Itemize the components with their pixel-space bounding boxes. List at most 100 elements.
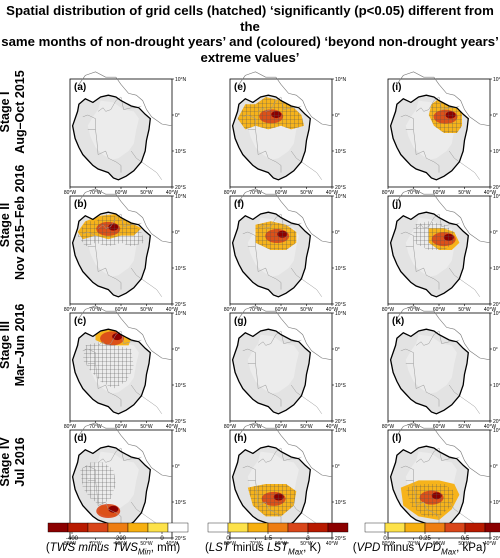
lon-tick-label: 80°W xyxy=(224,307,237,313)
lon-tick-label: 60°W xyxy=(275,541,288,547)
stage-label-3: Stage III Mar–Jun 2016 xyxy=(0,290,28,400)
coastline xyxy=(77,71,173,127)
anomaly-layer xyxy=(80,462,121,518)
anomaly-layer xyxy=(237,97,304,130)
lon-tick-label: 40°W xyxy=(326,541,339,547)
lon-tick-label: 60°W xyxy=(115,190,128,196)
country-border xyxy=(257,447,282,463)
lon-tick-label: 60°W xyxy=(275,307,288,313)
significance-hatch xyxy=(80,462,116,506)
lon-tick-label: 50°W xyxy=(300,190,313,196)
map-panel-i: (i) 10°N 0° 10°S 20°S 80°W 70°W 60°W 50°W 40°W xyxy=(382,71,500,196)
country-border xyxy=(400,465,414,481)
colorbar-swatch xyxy=(67,522,89,533)
stage-label-4: Stage IV Jul 2016 xyxy=(0,407,28,517)
lon-tick-label: 40°W xyxy=(166,541,179,547)
colorbar-swatch xyxy=(404,522,426,533)
country-border xyxy=(290,150,323,180)
colorbar-tick-label: -200 xyxy=(114,536,127,542)
lon-tick-label: 70°W xyxy=(249,424,262,430)
country-border xyxy=(448,267,481,297)
country-border xyxy=(242,348,256,364)
panel-letter: (g) xyxy=(234,316,247,327)
country-border xyxy=(405,480,440,524)
country-border xyxy=(87,129,122,173)
lon-tick-label: 50°W xyxy=(458,541,471,547)
colorbar-tws: -400 -200 0 xyxy=(47,522,189,543)
lon-tick-label: 50°W xyxy=(300,307,313,313)
lon-tick-label: 60°W xyxy=(433,307,446,313)
lat-tick-label: 10°N xyxy=(175,194,187,200)
lon-tick-label: 70°W xyxy=(89,307,102,313)
country-border xyxy=(82,465,96,481)
lat-tick-label: 0° xyxy=(493,464,498,470)
colorbar-swatch xyxy=(47,522,69,533)
lon-tick-label: 40°W xyxy=(326,424,339,430)
lat-tick-label: 10°S xyxy=(175,383,187,389)
lon-tick-label: 40°W xyxy=(484,424,497,430)
colorbar-swatch xyxy=(127,522,149,533)
panel-letter: (e) xyxy=(234,82,246,93)
lon-tick-label: 80°W xyxy=(382,190,395,196)
map-panel-d: (d) 10°N 0° 10°S 20°S 80°W 70°W 60°W 50°W 40°W xyxy=(64,422,187,547)
colorbar-swatch xyxy=(484,522,500,533)
colorbar-swatch xyxy=(207,522,229,533)
lat-tick-label: 20°S xyxy=(493,302,500,308)
coastline xyxy=(395,422,491,478)
lat-tick-label: 10°N xyxy=(335,194,347,200)
stage-name: Stage II xyxy=(0,202,12,248)
lat-tick-label: 20°S xyxy=(335,302,347,308)
lon-tick-label: 50°W xyxy=(300,541,313,547)
lat-tick-label: 10°S xyxy=(335,500,347,506)
lat-tick-label: 20°S xyxy=(175,419,187,425)
colorbar-tick-label: 0 xyxy=(160,536,164,542)
colorbar-swatch xyxy=(227,522,249,533)
colorbar-tick-label: -400 xyxy=(66,536,79,542)
lon-tick-label: 60°W xyxy=(115,424,128,430)
basin-inner-fill xyxy=(405,334,457,394)
lon-tick-label: 60°W xyxy=(275,190,288,196)
colorbar-lst: 0 1.5 3 xyxy=(207,522,349,543)
country-border xyxy=(257,330,282,346)
country-border xyxy=(415,330,440,346)
map-panel-l: (l) 10°N 0° 10°S 20°S 80°W 70°W 60°W 50°W 40°W xyxy=(382,422,500,547)
lat-tick-label: 20°S xyxy=(493,185,500,191)
lon-tick-label: 80°W xyxy=(64,424,77,430)
map-panel-j: (j) 10°N 0° 10°S 20°S 80°W 70°W 60°W 50°W 40°W xyxy=(382,188,500,313)
anomaly-layer xyxy=(413,221,460,250)
lon-tick-label: 80°W xyxy=(64,307,77,313)
lat-tick-label: 10°N xyxy=(175,77,187,83)
lat-tick-label: 0° xyxy=(175,113,180,119)
lon-tick-label: 80°W xyxy=(382,424,395,430)
lon-tick-label: 80°W xyxy=(64,541,77,547)
colorbar-swatch xyxy=(424,522,446,533)
lon-tick-label: 40°W xyxy=(166,190,179,196)
coastline xyxy=(237,422,333,478)
title-line-2: same months of non-drought years’ and (c… xyxy=(1,34,499,49)
basin-boundary xyxy=(231,445,311,532)
coastline xyxy=(77,305,173,361)
lat-tick-label: 10°S xyxy=(493,383,500,389)
coastline xyxy=(77,422,173,478)
colorbar-label-lst: (LST minus LSTMax, K) xyxy=(204,542,322,557)
colorbar-tick-label: 0 xyxy=(226,536,230,542)
lon-tick-label: 50°W xyxy=(458,307,471,313)
coastline xyxy=(395,305,491,361)
lon-tick-label: 60°W xyxy=(433,424,446,430)
map-panel-f: (f) 10°N 0° 10°S 20°S 80°W 70°W 60°W 50°W 40°W xyxy=(224,188,347,313)
panel-letter: (d) xyxy=(74,433,87,444)
lon-tick-label: 50°W xyxy=(140,541,153,547)
anomaly-peak xyxy=(108,505,119,513)
lat-tick-label: 0° xyxy=(175,464,180,470)
lon-tick-label: 40°W xyxy=(484,541,497,547)
colorbar-tick-label: 1.5 xyxy=(264,536,273,542)
lon-tick-label: 60°W xyxy=(115,541,128,547)
country-border xyxy=(130,267,163,297)
panel-letter: (a) xyxy=(74,82,86,93)
country-border xyxy=(448,384,481,414)
colorbar-swatch xyxy=(107,522,129,533)
lat-tick-label: 10°S xyxy=(493,500,500,506)
map-panel-a: (a) 10°N 0° 10°S 20°S 80°W 70°W 60°W 50°W 40°W xyxy=(64,71,187,196)
lon-tick-label: 50°W xyxy=(140,307,153,313)
lon-tick-label: 80°W xyxy=(382,541,395,547)
